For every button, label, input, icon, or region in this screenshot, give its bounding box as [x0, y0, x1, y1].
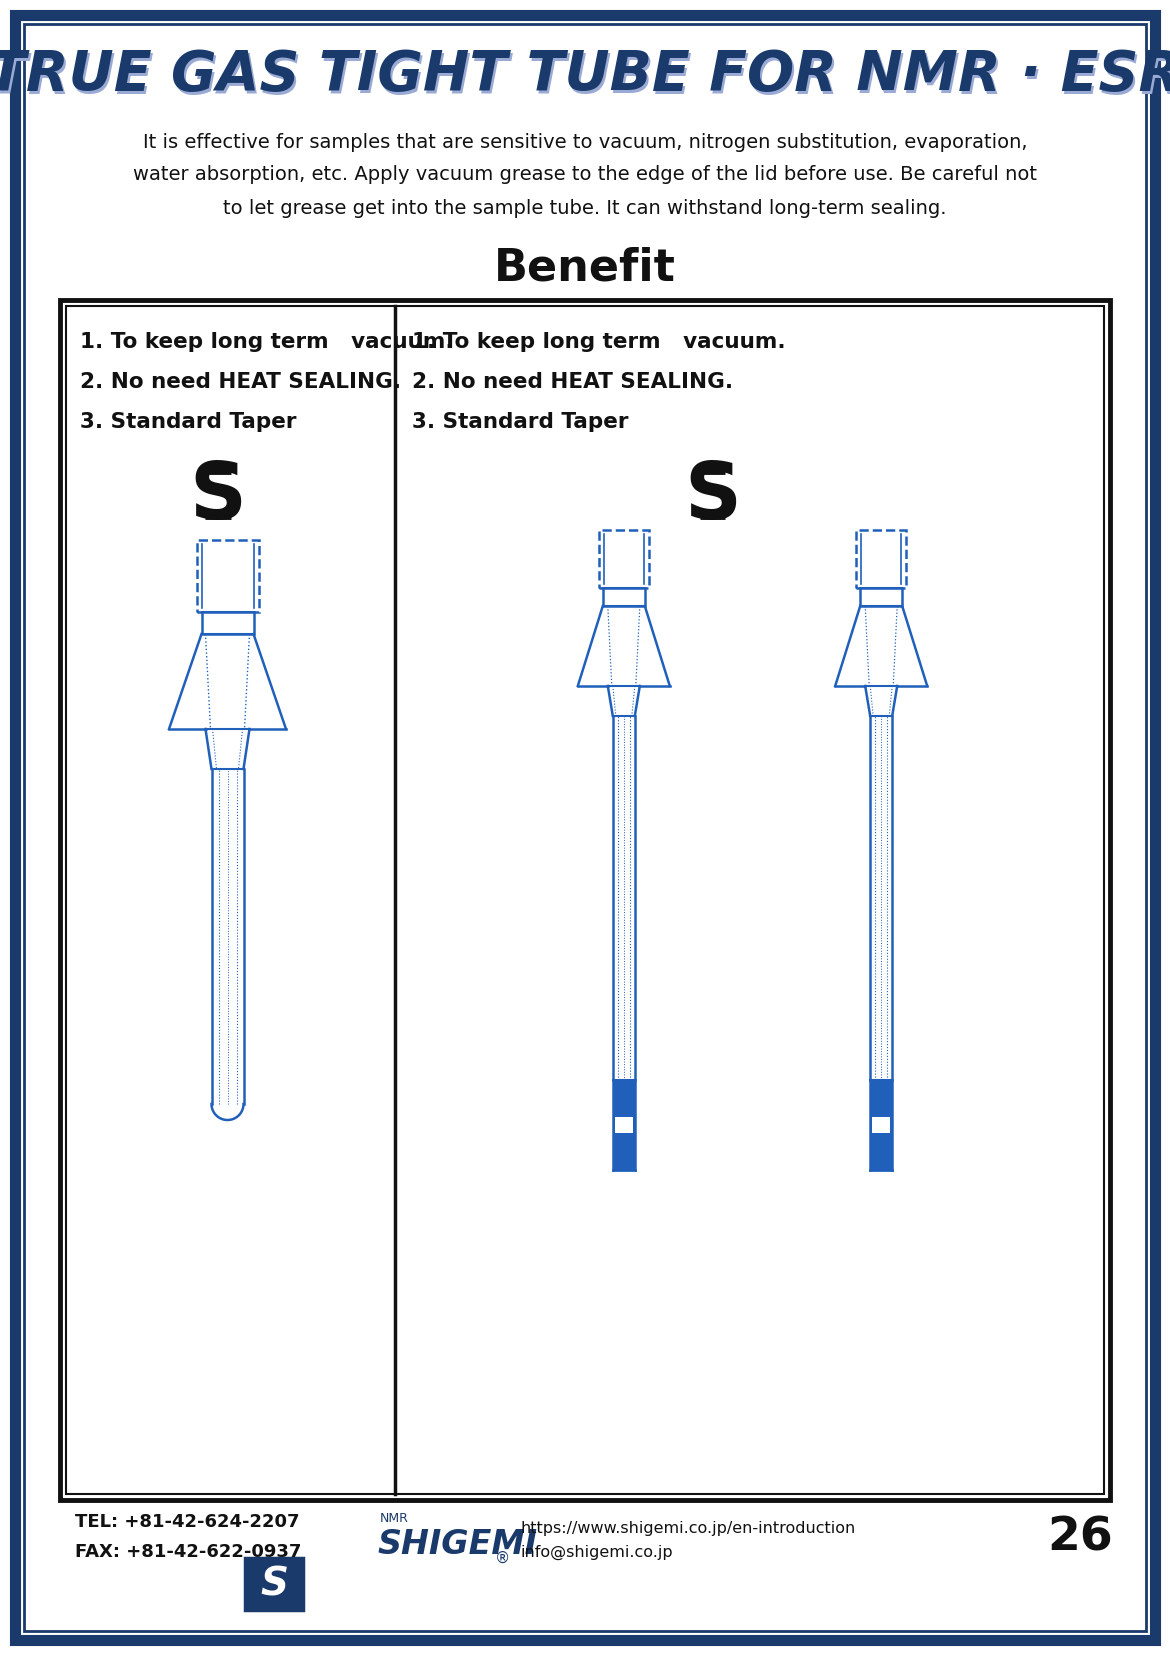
Bar: [603, 588, 645, 606]
Bar: [870, 1081, 893, 1170]
Polygon shape: [249, 634, 285, 728]
Bar: [197, 540, 259, 612]
Text: FAX: +81-42-622-0937: FAX: +81-42-622-0937: [75, 1542, 302, 1561]
Polygon shape: [865, 687, 897, 717]
Bar: [245, 1557, 303, 1610]
Text: It is effective for samples that are sensitive to vacuum, nitrogen substitution,: It is effective for samples that are sen…: [143, 132, 1027, 152]
Polygon shape: [607, 687, 640, 717]
Text: 3. Standard Taper: 3. Standard Taper: [412, 412, 628, 432]
Text: 26: 26: [1047, 1516, 1113, 1561]
Bar: [860, 588, 902, 606]
Text: water absorption, etc. Apply vacuum grease to the edge of the lid before use. Be: water absorption, etc. Apply vacuum grea…: [133, 166, 1037, 184]
Polygon shape: [578, 606, 607, 687]
Text: TEL: +81-42-624-2207: TEL: +81-42-624-2207: [75, 1513, 300, 1531]
Polygon shape: [168, 634, 206, 728]
Polygon shape: [640, 606, 669, 687]
Text: S: S: [190, 458, 247, 535]
Text: 1. To keep long term   vacuum.: 1. To keep long term vacuum.: [412, 333, 785, 353]
Bar: [66, 306, 1104, 1494]
Text: S: S: [260, 1566, 288, 1604]
Text: Benefit: Benefit: [494, 247, 676, 290]
Polygon shape: [206, 728, 249, 770]
Bar: [60, 300, 1110, 1499]
Text: 2. No need HEAT SEALING.: 2. No need HEAT SEALING.: [80, 372, 401, 392]
Bar: [872, 1117, 890, 1134]
Bar: [599, 530, 649, 588]
Text: 1. To keep long term   vacuum.: 1. To keep long term vacuum.: [80, 333, 454, 353]
Text: 3. Standard Taper: 3. Standard Taper: [80, 412, 296, 432]
Text: 2. No need HEAT SEALING.: 2. No need HEAT SEALING.: [412, 372, 734, 392]
Bar: [613, 1081, 635, 1170]
Bar: [201, 612, 254, 634]
Text: SHIGEMI: SHIGEMI: [378, 1529, 538, 1562]
Polygon shape: [897, 606, 927, 687]
Text: info@shigemi.co.jp: info@shigemi.co.jp: [519, 1544, 673, 1559]
Text: to let grease get into the sample tube. It can withstand long-term sealing.: to let grease get into the sample tube. …: [223, 199, 947, 217]
Text: https://www.shigemi.co.jp/en-introduction: https://www.shigemi.co.jp/en-introductio…: [519, 1521, 855, 1536]
Text: TRUE GAS TIGHT TUBE FOR NMR · ESR: TRUE GAS TIGHT TUBE FOR NMR · ESR: [0, 48, 1170, 103]
Bar: [614, 1117, 633, 1134]
Text: TRUE GAS TIGHT TUBE FOR NMR · ESR: TRUE GAS TIGHT TUBE FOR NMR · ESR: [0, 51, 1170, 104]
Polygon shape: [835, 606, 865, 687]
Text: ®: ®: [495, 1551, 510, 1566]
Text: S: S: [684, 458, 741, 535]
Text: NMR: NMR: [380, 1511, 408, 1524]
Bar: [856, 530, 907, 588]
